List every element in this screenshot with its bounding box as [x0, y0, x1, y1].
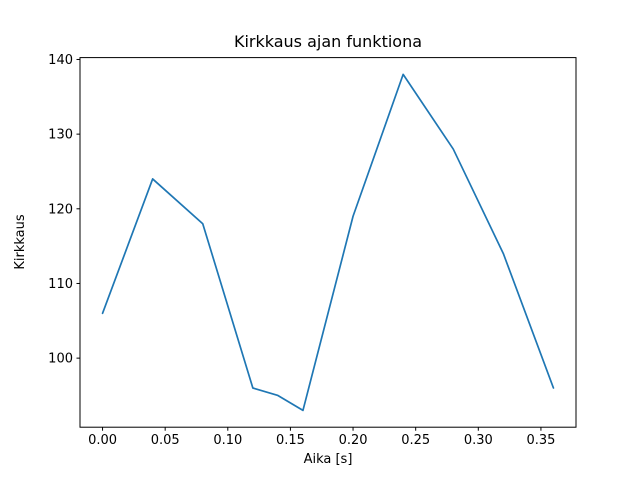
x-axis-ticks: 0.00 0.05 0.10 0.15 0.20 0.25 0.30 0.35: [88, 427, 555, 448]
y-tick-label: 100: [48, 352, 73, 367]
x-tick-label: 0.35: [526, 433, 555, 448]
x-tick-label: 0.30: [464, 433, 493, 448]
data-series-line: [101, 73, 555, 412]
chart-title: Kirkkaus ajan funktiona: [234, 32, 422, 51]
x-tick-label: 0.25: [401, 433, 430, 448]
x-tick-label: 0.15: [276, 433, 305, 448]
y-axis-ticks: 100 110 120 130 140: [48, 53, 80, 367]
plot-area-border: [79, 57, 577, 428]
x-axis-label: Aika [s]: [304, 452, 353, 467]
y-tick-label: 140: [48, 53, 73, 68]
x-tick-label: 0.20: [339, 433, 368, 448]
y-tick-label: 110: [48, 277, 73, 292]
y-axis-label: Kirkkaus: [13, 214, 28, 270]
y-tick-label: 130: [48, 128, 73, 143]
x-tick-label: 0.10: [213, 433, 242, 448]
x-tick-label: 0.05: [151, 433, 180, 448]
x-tick-label: 0.00: [88, 433, 117, 448]
y-tick-label: 120: [48, 202, 73, 217]
